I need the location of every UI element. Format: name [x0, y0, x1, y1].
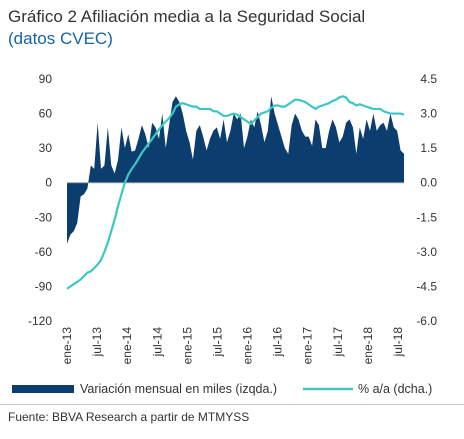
y-right-tick-label: 3.0 [420, 107, 437, 121]
x-tick-label: jul-14 [150, 327, 164, 358]
x-tick-label: ene-14 [120, 327, 134, 365]
x-tick-label: jul-18 [391, 327, 405, 358]
legend-swatch-bars [12, 385, 74, 393]
chart-title: Gráfico 2 Afiliación media a la Segurida… [8, 7, 366, 26]
y-right-tick-label: 1.5 [420, 141, 437, 155]
x-tick-label: jul-15 [210, 327, 224, 358]
y-left-tick-label: -90 [35, 279, 53, 293]
y-right-tick-label: 0.0 [420, 176, 437, 190]
y-left-tick-label: -120 [28, 314, 52, 328]
yoy-growth-line [66, 95, 405, 290]
source-divider [0, 404, 464, 405]
x-tick-label: ene-17 [301, 327, 315, 365]
monthly-variation-area [67, 96, 404, 244]
chart-subtitle: (datos CVEC) [8, 29, 113, 48]
y-right-tick-label: -6.0 [416, 314, 437, 328]
y-right-tick-label: -1.5 [416, 210, 437, 224]
x-tick-label: ene-13 [60, 327, 74, 365]
legend-label-bars: Variación mensual en miles (izqda.) [80, 382, 277, 396]
y-left-tick-label: 0 [45, 176, 52, 190]
chart-source: Fuente: BBVA Research a partir de MTMYSS [8, 410, 250, 424]
x-tick-label: jul-13 [90, 327, 104, 358]
y-left-tick-label: 90 [39, 72, 53, 86]
x-tick-label: ene-15 [180, 327, 194, 365]
legend-label-line: % a/a (dcha.) [358, 382, 432, 396]
chart-figure: 90 60 30 0 -30 -60 -90 -120 4.5 3.0 1.5 0.0 -1.5 -3.0… [12, 72, 437, 396]
y-left-tick-label: 30 [39, 141, 53, 155]
y-right-tick-label: -4.5 [416, 279, 437, 293]
x-tick-label: ene-18 [361, 327, 375, 365]
x-tick-label: jul-17 [331, 327, 345, 358]
y-right-tick-label: 4.5 [420, 72, 437, 86]
y-left-tick-label: -60 [35, 245, 53, 259]
y-left-tick-label: -30 [35, 210, 53, 224]
y-right-tick-label: -3.0 [416, 245, 437, 259]
x-tick-label: ene-16 [241, 327, 255, 365]
x-tick-label: jul-16 [271, 327, 285, 358]
y-left-tick-label: 60 [39, 107, 53, 121]
